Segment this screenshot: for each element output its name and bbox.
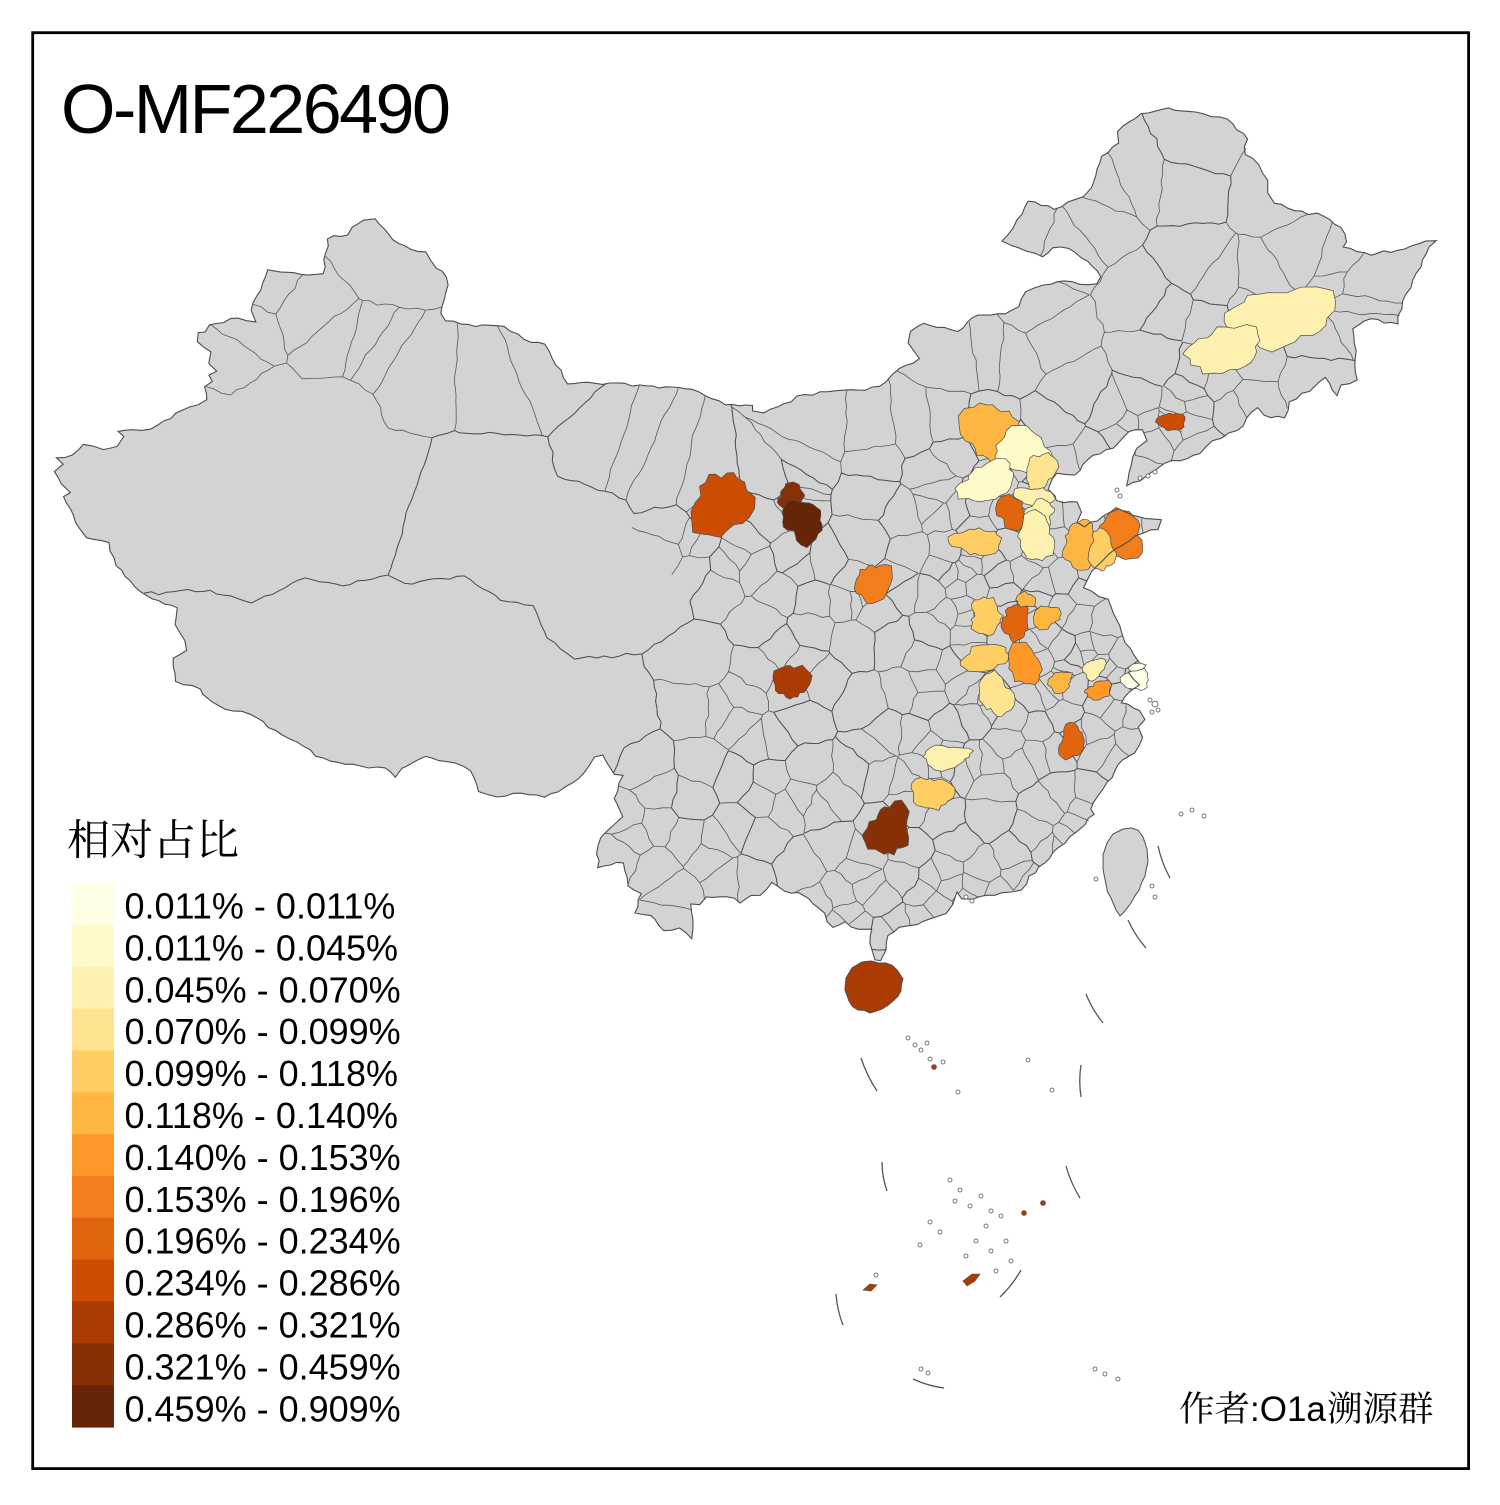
svg-text:0.099% - 0.118%: 0.099% - 0.118%	[125, 1053, 399, 1094]
svg-text:0.011% - 0.045%: 0.011% - 0.045%	[125, 927, 399, 968]
svg-text:0.045% - 0.070%: 0.045% - 0.070%	[125, 969, 401, 1010]
svg-text:0.196% - 0.234%: 0.196% - 0.234%	[125, 1221, 401, 1262]
svg-text:0.321% - 0.459%: 0.321% - 0.459%	[125, 1346, 401, 1387]
svg-text:0.140% - 0.153%: 0.140% - 0.153%	[125, 1137, 401, 1178]
svg-text:0.459% - 0.909%: 0.459% - 0.909%	[125, 1388, 401, 1429]
svg-text:0.153% - 0.196%: 0.153% - 0.196%	[125, 1179, 401, 1220]
svg-text:O-MF226490: O-MF226490	[61, 70, 449, 148]
svg-text:0.011% - 0.011%: 0.011% - 0.011%	[125, 886, 396, 927]
svg-text:0.118% - 0.140%: 0.118% - 0.140%	[125, 1095, 399, 1136]
svg-text:0.070% - 0.099%: 0.070% - 0.099%	[125, 1011, 401, 1052]
svg-text:0.234% - 0.286%: 0.234% - 0.286%	[125, 1263, 401, 1304]
svg-text::O1a: :O1a	[1250, 1390, 1326, 1429]
svg-text:0.286% - 0.321%: 0.286% - 0.321%	[125, 1305, 401, 1346]
